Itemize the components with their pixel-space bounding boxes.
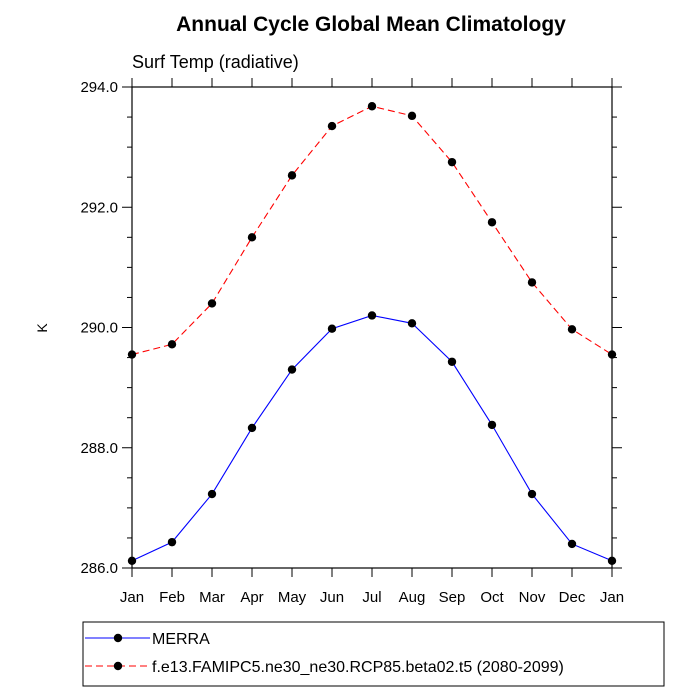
data-point <box>567 325 577 334</box>
data-point <box>247 423 257 433</box>
data-point <box>207 489 217 499</box>
y-tick-label: 286.0 <box>80 560 118 577</box>
x-tick-label: Feb <box>159 589 185 606</box>
x-tick-label: Jan <box>120 589 144 606</box>
x-tick-label: Apr <box>240 589 263 606</box>
y-tick-label: 292.0 <box>80 199 118 216</box>
data-point <box>567 539 577 549</box>
legend-label-1: f.e13.FAMIPC5.ne30_ne30.RCP85.beta02.t5 … <box>152 659 564 676</box>
x-tick-label: Mar <box>199 589 225 606</box>
x-tick-label: May <box>278 589 307 606</box>
data-point <box>327 324 337 333</box>
y-tick-label: 290.0 <box>80 320 118 337</box>
legend-marker-1 <box>113 661 123 671</box>
legend: MERRA f.e13.FAMIPC5.ne30_ne30.RCP85.beta0… <box>85 631 564 676</box>
x-tick-label: Dec <box>559 589 586 606</box>
x-tick-label: Sep <box>439 589 466 606</box>
data-point <box>607 556 617 565</box>
data-point <box>167 537 177 547</box>
y-tick-label: 288.0 <box>80 440 118 457</box>
y-axis-label: K <box>34 323 50 333</box>
data-point <box>287 365 297 374</box>
data-point <box>367 102 377 111</box>
x-tick-label: Jun <box>320 589 344 606</box>
x-tick-label: Nov <box>519 589 546 606</box>
data-point <box>127 350 137 359</box>
x-tick-label: Oct <box>480 589 504 606</box>
data-point <box>327 121 337 131</box>
data-point <box>527 278 537 287</box>
data-point <box>487 218 497 227</box>
data-point <box>447 357 457 366</box>
x-tick-label: Jan <box>600 589 624 606</box>
data-point <box>287 171 297 180</box>
x-tick-label: Jul <box>362 589 381 606</box>
data-point <box>607 350 617 359</box>
data-point <box>447 157 457 167</box>
plot-frame <box>131 86 613 569</box>
chart-title: Annual Cycle Global Mean Climatology <box>176 13 566 36</box>
data-point <box>407 319 417 328</box>
data-point <box>367 311 377 320</box>
data-point <box>247 233 257 242</box>
data-point <box>167 340 177 349</box>
legend-marker-0 <box>113 633 123 643</box>
legend-box <box>82 621 665 687</box>
legend-label-0: MERRA <box>152 631 210 648</box>
data-point <box>487 420 497 430</box>
plot-area: 286.0 288.0 290.0 292.0 294.0 Jan Feb Mar Apr May… <box>80 78 624 606</box>
data-point <box>207 299 217 308</box>
series-line-0 <box>131 314 613 562</box>
data-point <box>407 111 417 121</box>
x-tick-label: Aug <box>399 589 426 606</box>
chart-subtitle: Surf Temp (radiative) <box>132 52 299 72</box>
y-tick-label: 294.0 <box>80 79 118 96</box>
data-point <box>527 489 537 499</box>
data-point <box>127 556 137 565</box>
